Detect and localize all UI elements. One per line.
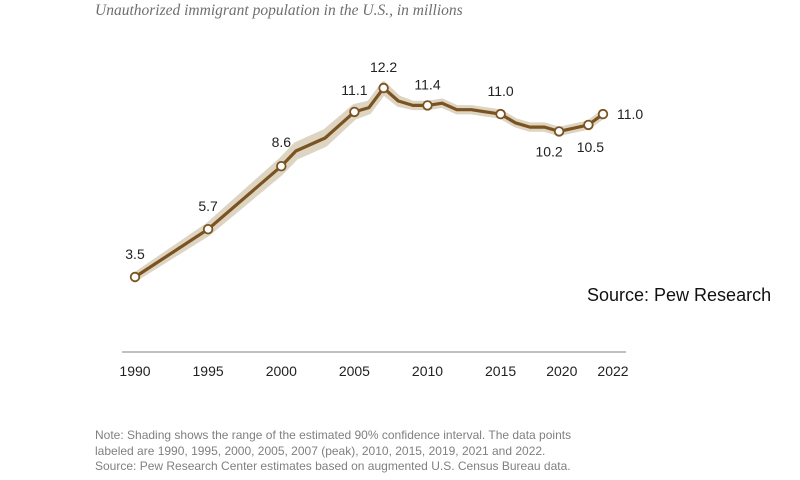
data-label: 3.5 (125, 246, 145, 262)
note-line: labeled are 1990, 1995, 2000, 2005, 2007… (95, 443, 546, 458)
data-label: 10.2 (535, 143, 562, 159)
data-label: 8.6 (272, 134, 292, 150)
data-point (422, 100, 433, 111)
confidence-band (132, 81, 606, 282)
data-point (378, 82, 389, 94)
data-label: 10.5 (577, 139, 604, 155)
data-point (349, 106, 360, 118)
data-label: 11.1 (341, 82, 367, 98)
data-point (276, 160, 287, 172)
x-tick-label: 2015 (485, 363, 516, 379)
x-tick-label: 1995 (193, 363, 224, 379)
data-label: 11.0 (487, 83, 513, 99)
x-tick-label: 2010 (412, 363, 443, 379)
data-label: 5.7 (198, 198, 218, 214)
data-point (202, 223, 214, 235)
x-tick-label: 2000 (266, 363, 297, 379)
note-line: Note: Shading shows the range of the est… (95, 428, 572, 442)
note-line: Source: Pew Research Center estimates ba… (95, 459, 571, 473)
x-tick-label: 2020 (546, 363, 577, 379)
side-source-label: Source: Pew Research (587, 285, 772, 305)
data-point (553, 126, 565, 137)
x-tick-label: 1990 (119, 363, 150, 379)
data-label: 11.4 (414, 76, 440, 92)
data-label: 12.2 (370, 59, 397, 75)
data-label: 11.0 (617, 106, 643, 122)
data-point (129, 271, 141, 283)
x-tick-label: 2022 (597, 363, 628, 379)
data-point (495, 108, 506, 120)
chart-note: Note: Shading shows the range of the est… (95, 428, 695, 475)
x-tick-label: 2005 (339, 363, 370, 379)
data-point (583, 119, 594, 131)
series-line (133, 86, 605, 279)
chart-title: Unauthorized immigrant population in the… (95, 2, 463, 19)
data-point (597, 108, 609, 120)
